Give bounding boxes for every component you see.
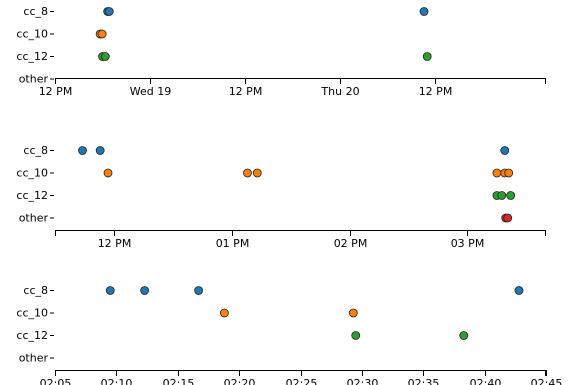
- y-tick-label: cc_10: [16, 167, 48, 180]
- data-point-cc-12[interactable]: [506, 191, 516, 200]
- data-point-cc-10[interactable]: [103, 168, 113, 178]
- x-tick-label: 02:25: [286, 377, 318, 385]
- data-point-cc-10[interactable]: [252, 168, 262, 178]
- data-point-cc-10[interactable]: [504, 168, 514, 178]
- x-tick-label: 01 PM: [216, 237, 250, 250]
- data-point-cc-12[interactable]: [351, 331, 361, 340]
- data-point-cc-10[interactable]: [243, 168, 252, 178]
- y-tick-label: cc_10: [16, 28, 48, 41]
- y-tick-label: cc_8: [23, 284, 48, 297]
- x-tick-label: 12 PM: [98, 237, 132, 250]
- x-tick-label: 02:20: [224, 377, 256, 385]
- x-tick-label: 03 PM: [451, 237, 485, 250]
- x-tick-label: Thu 20: [320, 85, 359, 98]
- y-tick-label: cc_12: [16, 189, 48, 202]
- y-tick-label: other: [19, 352, 49, 365]
- data-point-cc-12[interactable]: [497, 191, 507, 200]
- y-tick-label: other: [19, 212, 49, 225]
- x-tick-label: 02:35: [408, 377, 440, 385]
- data-point-cc-8[interactable]: [419, 7, 429, 16]
- x-tick-label: 02:15: [163, 377, 195, 385]
- data-point-cc-10[interactable]: [492, 168, 502, 178]
- x-tick-label: 02 PM: [334, 237, 368, 250]
- data-point-cc-8[interactable]: [194, 286, 204, 295]
- y-tick-label: cc_10: [16, 307, 48, 320]
- data-point-cc-8[interactable]: [140, 286, 150, 295]
- data-point-cc-8[interactable]: [78, 146, 87, 155]
- y-tick-label: cc_12: [16, 50, 48, 63]
- x-tick-label: 02:45: [531, 377, 563, 385]
- data-point-cc-8[interactable]: [514, 286, 524, 295]
- x-tick-label: Wed 19: [130, 85, 171, 98]
- x-tick-label: 02:40: [470, 377, 502, 385]
- y-tick-label: other: [19, 73, 49, 86]
- data-point-cc-10[interactable]: [97, 29, 107, 39]
- data-point-cc-10[interactable]: [348, 308, 358, 318]
- data-point-cc-8[interactable]: [500, 146, 510, 155]
- y-tick-label: cc_12: [16, 329, 48, 342]
- data-point-cc-12[interactable]: [422, 52, 432, 61]
- data-point-other[interactable]: [503, 213, 513, 223]
- data-point-cc-10[interactable]: [219, 308, 229, 318]
- x-tick-label: 02:10: [101, 377, 133, 385]
- x-tick-label: 02:30: [347, 377, 379, 385]
- data-point-cc-8[interactable]: [105, 286, 115, 295]
- x-tick-label: 12 PM: [229, 85, 263, 98]
- y-tick-label: cc_8: [23, 5, 48, 18]
- x-tick-label: 12 PM: [39, 85, 73, 98]
- data-point-cc-12[interactable]: [459, 331, 469, 340]
- y-tick-label: cc_8: [23, 144, 48, 157]
- data-point-cc-12[interactable]: [100, 52, 110, 61]
- x-tick-label: 02:05: [40, 377, 72, 385]
- data-point-cc-8[interactable]: [104, 7, 114, 16]
- data-point-cc-8[interactable]: [95, 146, 105, 155]
- x-tick-label: 12 PM: [419, 85, 453, 98]
